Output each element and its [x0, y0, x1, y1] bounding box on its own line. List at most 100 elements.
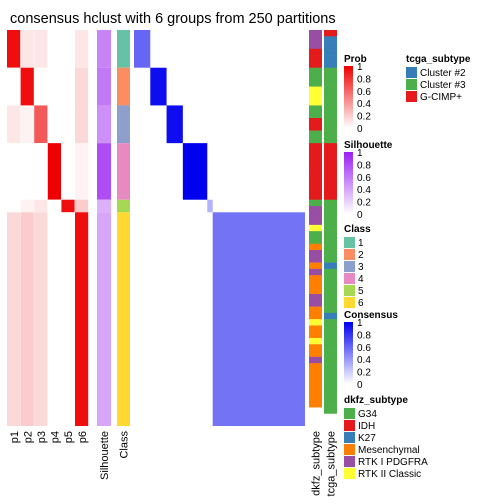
- dkfz-annotation-cell: [309, 375, 322, 383]
- dkfz-annotation-cell: [309, 400, 322, 408]
- dkfz-legend-label: G34: [358, 409, 377, 420]
- silhouette-cell-5: [97, 199, 111, 213]
- dkfz-subtype-column-label: dkfz_subtype: [311, 431, 323, 496]
- prob-column-label-p2: p2: [22, 431, 34, 443]
- tcga-subtype-column-label: tcga_subtype: [326, 431, 338, 496]
- tcga-annotation-cell: [324, 382, 337, 389]
- consensus-block-5: [207, 199, 213, 213]
- tcga-annotation-cell: [324, 407, 337, 414]
- tcga-annotation-cell: [324, 174, 337, 182]
- tcga-annotation-cell: [324, 99, 337, 106]
- dkfz-annotation-cell: [309, 262, 322, 270]
- prob-cell-6-p3: [34, 212, 48, 426]
- prob-cell-1-p5: [61, 30, 75, 68]
- dkfz-annotation-cell: [309, 48, 322, 56]
- prob-legend-tick: 0.2: [357, 112, 371, 123]
- tcga-annotation-cell: [324, 36, 337, 43]
- dkfz-annotation-cell: [309, 224, 322, 232]
- dkfz-annotation-cell: [309, 124, 322, 131]
- class-column-label: Class: [119, 431, 131, 459]
- class-bar: [117, 30, 130, 426]
- tcga-annotation-cell: [324, 55, 337, 62]
- dkfz-legend-label: Mesenchymal: [358, 445, 420, 456]
- tcga-annotation-cell: [324, 231, 337, 238]
- prob-cell-1-p2: [20, 30, 34, 68]
- dkfz-legend-title: dkfz_subtype: [344, 395, 408, 406]
- annotation-bars: [309, 30, 337, 414]
- dkfz-annotation-cell: [309, 162, 322, 169]
- dkfz-annotation-cell: [309, 136, 322, 144]
- tcga-annotation-cell: [324, 287, 337, 295]
- dkfz-legend-swatch: [344, 456, 355, 467]
- silhouette-cell-4: [97, 143, 111, 200]
- dkfz-annotation-cell: [309, 74, 322, 81]
- prob-cell-6-p2: [20, 212, 34, 426]
- silhouette-legend-title: Silhouette: [344, 140, 393, 151]
- dkfz-annotation-cell: [309, 356, 322, 364]
- prob-column-label-p1: p1: [9, 431, 21, 443]
- tcga-annotation-cell: [324, 180, 337, 188]
- dkfz-annotation-cell: [309, 149, 322, 157]
- class-legend-label: 1: [358, 238, 364, 249]
- consensus-legend-tick: 0.4: [357, 355, 371, 366]
- dkfz-legend-swatch: [344, 468, 355, 479]
- tcga-annotation-cell: [324, 136, 337, 144]
- prob-cell-2-p5: [61, 67, 75, 106]
- tcga-annotation-cell: [324, 149, 337, 157]
- prob-cell-4-p2: [20, 143, 34, 200]
- prob-cell-2-p1: [7, 67, 21, 106]
- dkfz-legend-swatch: [344, 408, 355, 419]
- dkfz-annotation-cell: [309, 312, 322, 320]
- prob-cell-5-p2: [20, 199, 34, 213]
- consensus-legend-tick: 0.6: [357, 343, 371, 354]
- tcga-annotation-cell: [324, 262, 337, 270]
- tcga-annotation-cell: [324, 187, 337, 194]
- tcga-legend-title: tcga_subtype: [406, 54, 471, 65]
- consensus-block-4: [182, 143, 208, 200]
- legends: Prob10.80.60.40.20Silhouette10.80.60.40.…: [344, 54, 471, 480]
- prob-cell-4-p6: [75, 143, 89, 200]
- class-cell-5: [117, 199, 130, 213]
- dkfz-annotation-cell: [309, 193, 322, 201]
- dkfz-annotation-cell: [309, 155, 322, 163]
- prob-cell-3-p3: [34, 105, 48, 144]
- dkfz-annotation-cell: [309, 363, 322, 370]
- prob-cell-1-p3: [34, 30, 48, 68]
- dkfz-annotation-cell: [309, 243, 322, 251]
- dkfz-legend-swatch: [344, 420, 355, 431]
- prob-cell-5-p5: [61, 199, 75, 213]
- tcga-annotation-cell: [324, 86, 337, 94]
- class-legend-swatch: [344, 297, 355, 308]
- class-legend-label: 2: [358, 250, 364, 261]
- prob-cell-3-p1: [7, 105, 21, 144]
- dkfz-legend-swatch: [344, 432, 355, 443]
- dkfz-annotation-cell: [309, 268, 322, 276]
- dkfz-annotation-cell: [309, 180, 322, 188]
- dkfz-annotation-cell: [309, 143, 322, 150]
- consensus-block-3: [166, 105, 183, 144]
- prob-legend-title: Prob: [344, 54, 367, 65]
- prob-cell-6-p1: [7, 212, 21, 426]
- prob-heatmap: [7, 30, 89, 426]
- tcga-annotation-cell: [324, 356, 337, 364]
- class-legend-swatch: [344, 261, 355, 272]
- class-cell-1: [117, 30, 130, 68]
- tcga-annotation-cell: [324, 319, 337, 326]
- consensus-heatmap: [134, 30, 305, 426]
- tcga-annotation-cell: [324, 67, 337, 75]
- prob-cell-6-p6: [75, 212, 89, 426]
- dkfz-annotation-cell: [309, 92, 322, 100]
- class-legend-label: 5: [358, 286, 364, 297]
- dkfz-annotation-cell: [309, 99, 322, 106]
- prob-cell-5-p3: [34, 199, 48, 213]
- dkfz-annotation-cell: [309, 319, 322, 326]
- tcga-legend-label: Cluster #3: [420, 80, 466, 91]
- class-legend-swatch: [344, 285, 355, 296]
- dkfz-annotation-cell: [309, 300, 322, 307]
- dkfz-annotation-cell: [309, 55, 322, 62]
- tcga-annotation-cell: [324, 338, 337, 345]
- silhouette-legend-tick: 0: [357, 210, 363, 221]
- dkfz-annotation-cell: [309, 206, 322, 213]
- tcga-annotation-cell: [324, 155, 337, 163]
- tcga-annotation-cell: [324, 375, 337, 383]
